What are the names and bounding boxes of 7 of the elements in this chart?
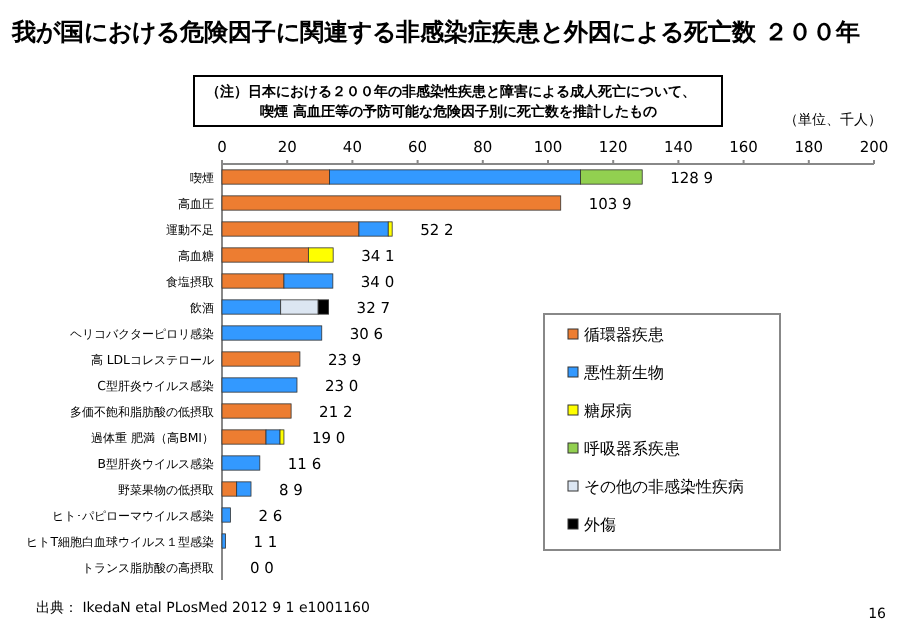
title: 我が国における危険因子に関連する非感染症疾患と外因による死亡数 ２００年 <box>12 18 861 46</box>
legend-label: 外傷 <box>584 516 616 534</box>
legend-label: その他の非感染性疾病 <box>584 478 744 496</box>
legend-label: 糖尿病 <box>584 402 632 420</box>
legend-label: 呼吸器系疾患 <box>584 440 680 458</box>
legend-label: 悪性新生物 <box>582 364 664 382</box>
legend-label: 循環器疾患 <box>584 326 664 344</box>
